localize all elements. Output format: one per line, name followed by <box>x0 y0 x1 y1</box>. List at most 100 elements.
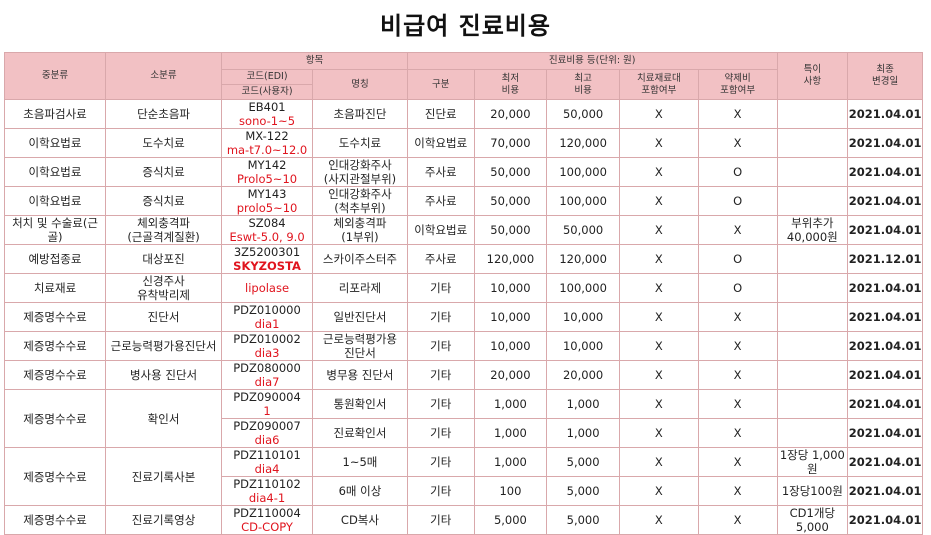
fee-table: 중분류 소분류 항목 진료비용 등(단위: 원) 특이 사항 최종 변경일 코드(E… <box>4 52 923 535</box>
cell-major: 예방접종료 <box>4 244 106 274</box>
cell-note: 1장당100원 <box>776 476 849 506</box>
cell-minor: 신경주사 유착박리제 <box>104 273 223 303</box>
cell-max: 5,000 <box>546 505 620 535</box>
table-row: 초음파검사료 단순초음파 EB401 sono-1~5 초음파진단 진단료 20,… <box>4 99 923 129</box>
cell-major: 처치 및 수술료(근골) <box>4 215 106 245</box>
cell-max: 50,000 <box>546 99 620 129</box>
cell-category: 기타 <box>406 418 475 448</box>
cell-min: 50,000 <box>473 157 548 187</box>
cell-material: X <box>618 215 699 245</box>
cell-max: 100,000 <box>546 186 620 216</box>
cell-name: 진료확인서 <box>311 418 408 448</box>
cell-name: 체외충격파 (1부위) <box>311 215 408 245</box>
cell-category: 이학요법료 <box>406 215 475 245</box>
cell-min: 120,000 <box>473 244 548 274</box>
cell-max: 1,000 <box>546 418 620 448</box>
cell-code: 3Z5200301 SKYZOSTA <box>221 244 313 274</box>
cell-minor: 진단서 <box>104 302 223 332</box>
cell-minor: 대상포진 <box>104 244 223 274</box>
cell-max: 100,000 <box>546 157 620 187</box>
header-date: 최종 변경일 <box>847 52 923 100</box>
cell-date: 2021.04.01 <box>847 360 923 390</box>
cell-note <box>776 331 849 361</box>
cell-note <box>776 360 849 390</box>
header-max-cost: 최고 비용 <box>546 69 620 100</box>
cell-name: 근로능력평가용 진단서 <box>311 331 408 361</box>
cell-name: 통원확인서 <box>311 389 408 419</box>
cell-note <box>776 99 849 129</box>
cell-max: 100,000 <box>546 273 620 303</box>
cell-code: PDZ010002 dia3 <box>221 331 313 361</box>
cell-name: 1~5매 <box>311 447 408 477</box>
cell-code: PDZ090004 1 <box>221 389 313 419</box>
table-row: 예방접종료 대상포진 3Z5200301 SKYZOSTA 스카이주스터주 주사료… <box>4 244 923 274</box>
header-category: 구분 <box>406 69 475 100</box>
cell-min: 70,000 <box>473 128 548 158</box>
cell-drug: X <box>697 447 778 477</box>
cell-category: 기타 <box>406 273 475 303</box>
cell-major: 제증명수수료 <box>4 389 106 448</box>
cell-max: 120,000 <box>546 128 620 158</box>
cell-category: 이학요법료 <box>406 128 475 158</box>
header-item-group: 항목 <box>221 52 408 70</box>
cell-name: 초음파진단 <box>311 99 408 129</box>
cell-max: 10,000 <box>546 331 620 361</box>
cell-max: 120,000 <box>546 244 620 274</box>
cell-major: 이학요법료 <box>4 128 106 158</box>
cell-note <box>776 186 849 216</box>
cell-note <box>776 418 849 448</box>
cell-code: PDZ090007 dia6 <box>221 418 313 448</box>
cell-material: X <box>618 331 699 361</box>
table-row: PDZ090007 dia6 진료확인서 기타 1,000 1,000 X X 2… <box>5 418 923 448</box>
table-row: 제증명수수료 근로능력평가용진단서 PDZ010002 dia3 근로능력평가용 진… <box>4 331 923 361</box>
cell-category: 기타 <box>406 302 475 332</box>
cell-note <box>776 128 849 158</box>
header-drug: 약제비 포함여부 <box>697 69 778 100</box>
cell-note: 부위추가 40,000원 <box>776 215 849 245</box>
cell-min: 20,000 <box>473 99 548 129</box>
header-special: 특이 사항 <box>776 52 849 100</box>
cell-max: 1,000 <box>546 389 620 419</box>
cell-date: 2021.04.01 <box>847 418 923 448</box>
cell-min: 50,000 <box>473 186 548 216</box>
cell-material: X <box>618 157 699 187</box>
cell-category: 기타 <box>406 476 475 506</box>
cell-name: 도수치료 <box>311 128 408 158</box>
cell-category: 기타 <box>406 331 475 361</box>
cell-note: CD1개당 5,000 <box>776 505 849 535</box>
cell-major: 이학요법료 <box>4 157 106 187</box>
cell-name: 일반진단서 <box>311 302 408 332</box>
cell-date: 2021.04.01 <box>847 389 923 419</box>
cell-date: 2021.04.01 <box>847 157 923 187</box>
header-cost-group: 진료비용 등(단위: 원) <box>406 52 778 70</box>
cell-drug: X <box>697 302 778 332</box>
cell-date: 2021.12.01 <box>847 244 923 274</box>
cell-code: EB401 sono-1~5 <box>221 99 313 129</box>
cell-category: 기타 <box>406 447 475 477</box>
cell-minor: 확인서 <box>104 389 223 448</box>
cell-drug: X <box>697 128 778 158</box>
cell-drug: O <box>697 157 778 187</box>
cell-drug: X <box>697 215 778 245</box>
table-row: 제증명수수료 진단서 PDZ010000 dia1 일반진단서 기타 10,000… <box>4 302 923 332</box>
cell-major: 초음파검사료 <box>4 99 106 129</box>
cell-drug: X <box>697 360 778 390</box>
cell-code: MY143 prolo5~10 <box>221 186 313 216</box>
cell-code: PDZ110102 dia4-1 <box>221 476 313 506</box>
cell-date: 2021.04.01 <box>847 99 923 129</box>
cell-note <box>776 273 849 303</box>
cell-name: 리포라제 <box>311 273 408 303</box>
cell-min: 50,000 <box>473 215 548 245</box>
cell-name: 6매 이상 <box>311 476 408 506</box>
header-code-edi: 코드(EDI) <box>221 69 313 85</box>
cell-category: 주사료 <box>406 244 475 274</box>
cell-date: 2021.04.01 <box>847 273 923 303</box>
cell-drug: X <box>697 389 778 419</box>
cell-code: lipolase <box>221 273 313 303</box>
cell-min: 100 <box>473 476 548 506</box>
cell-note: 1장당 1,000원 <box>776 447 849 477</box>
cell-name: 스카이주스터주 <box>311 244 408 274</box>
cell-major: 제증명수수료 <box>4 331 106 361</box>
cell-material: X <box>618 302 699 332</box>
cell-drug: O <box>697 244 778 274</box>
